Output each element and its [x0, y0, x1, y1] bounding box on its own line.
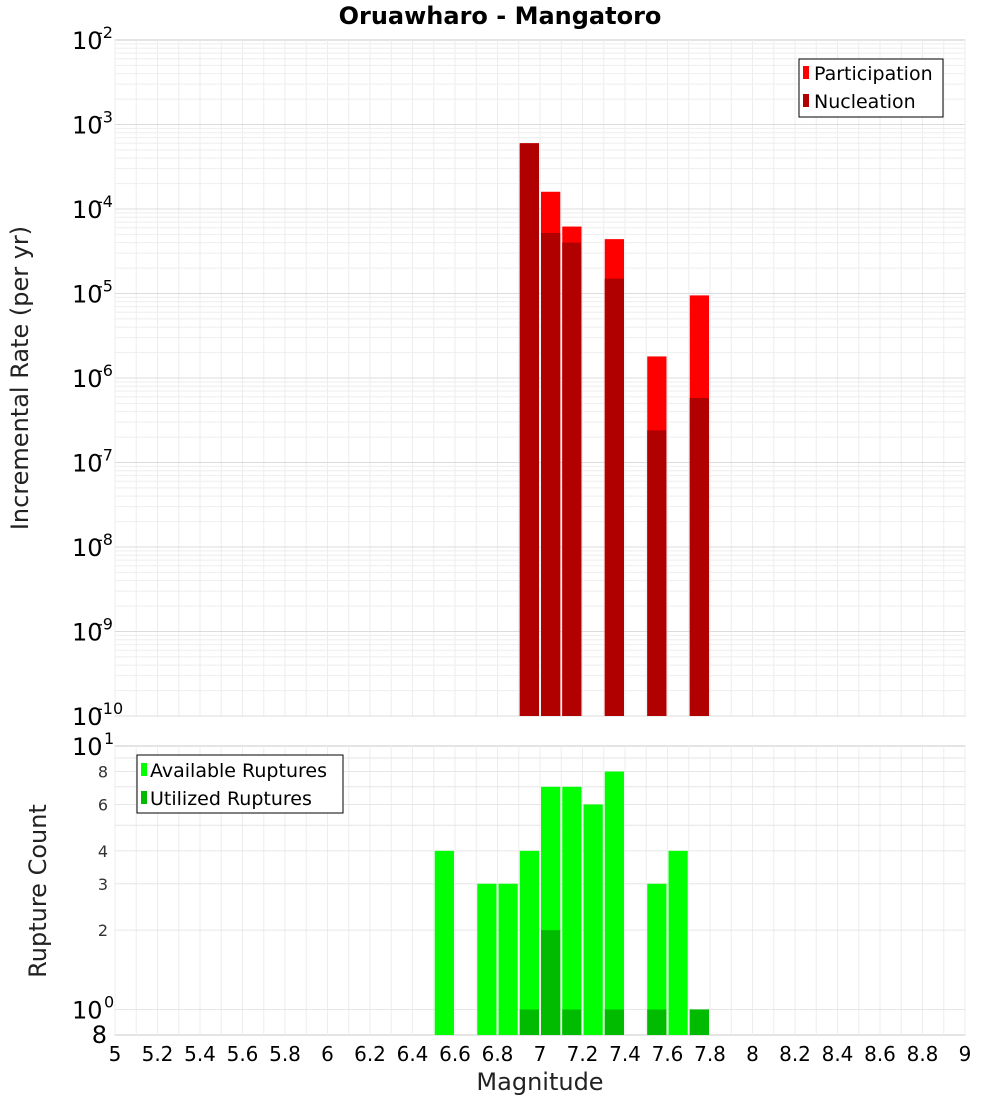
- x-tick-label: 7.2: [567, 1042, 599, 1066]
- legend-label-utilized: Utilized Ruptures: [150, 788, 312, 810]
- top-bar-nucleation: [604, 278, 624, 716]
- top-bar-nucleation: [562, 242, 582, 717]
- bottom-bar-available-ruptures: [562, 786, 582, 1035]
- bottom-legend-box: [136, 754, 344, 814]
- legend-swatch-available: [141, 763, 147, 776]
- x-tick-label: 8.8: [907, 1042, 939, 1066]
- x-tick-label: 6.2: [354, 1042, 386, 1066]
- bottom-bar-available-ruptures: [604, 771, 624, 1035]
- bottom-bars: [434, 771, 709, 1035]
- bottom-bar-available-ruptures: [647, 883, 667, 1035]
- x-tick-label: 5.2: [142, 1042, 174, 1066]
- top-y-tick-exp: -3: [97, 108, 113, 127]
- top-y-tick-base: 10: [72, 450, 103, 478]
- top-y-tick-base: 10: [72, 365, 103, 393]
- legend-label-nucleation: Nucleation: [814, 91, 916, 113]
- x-tick-label: 6: [321, 1042, 334, 1066]
- bottom-y-tick-minor: 3: [98, 875, 108, 894]
- x-tick-label: 8.2: [779, 1042, 811, 1066]
- bottom-y-tick-base: 10: [72, 733, 103, 761]
- x-tick-label: 8.4: [822, 1042, 854, 1066]
- x-tick-label: 7: [534, 1042, 547, 1066]
- x-tick-label: 6.4: [397, 1042, 429, 1066]
- bottom-bar-utilized-ruptures: [562, 1009, 582, 1035]
- x-tick-label: 6.8: [482, 1042, 514, 1066]
- bottom-bar-utilized-ruptures: [689, 1009, 709, 1035]
- top-y-tick-exp: -4: [97, 192, 113, 211]
- x-tick-label: 5.6: [227, 1042, 259, 1066]
- x-tick-label: 5: [109, 1042, 122, 1066]
- x-tick-label: 6.6: [439, 1042, 471, 1066]
- top-y-tick-base: 10: [72, 703, 103, 731]
- bottom-legend: Available Ruptures Utilized Ruptures: [136, 754, 344, 814]
- bottom-bar-available-ruptures: [668, 850, 688, 1035]
- bottom-bar-utilized-ruptures: [604, 1009, 624, 1035]
- top-bar-nucleation: [689, 397, 709, 716]
- top-y-tick-base: 10: [72, 196, 103, 224]
- top-y-tick-exp: -9: [97, 615, 113, 634]
- legend-label-available: Available Ruptures: [150, 760, 327, 782]
- x-tick-label: 7.6: [652, 1042, 684, 1066]
- bottom-y-tick-minor: 8: [98, 763, 108, 782]
- top-y-tick-exp: -10: [97, 699, 123, 718]
- bottom-bar-available-ruptures: [434, 850, 454, 1035]
- bottom-y-tick-minor: 2: [98, 921, 108, 940]
- x-tick-label: 5.4: [184, 1042, 216, 1066]
- bottom-y-axis-label: Rupture Count: [24, 804, 52, 978]
- bottom-bar-available-ruptures: [477, 883, 497, 1035]
- top-bars: [519, 143, 709, 717]
- bottom-bar-utilized-ruptures: [647, 1009, 667, 1035]
- legend-label-participation: Participation: [814, 63, 933, 85]
- top-y-tick-exp: -5: [97, 277, 113, 296]
- bottom-y-tick-base: 10: [72, 996, 103, 1024]
- top-y-tick-base: 10: [72, 534, 103, 562]
- bottom-bar-utilized-ruptures: [519, 1009, 539, 1035]
- bottom-bar-available-ruptures: [519, 850, 539, 1035]
- bottom-y-tick-exp: 1: [104, 729, 114, 748]
- x-tick-label: 8.6: [864, 1042, 896, 1066]
- top-legend-box: [798, 58, 944, 118]
- top-y-axis-label: Incremental Rate (per yr): [6, 226, 34, 530]
- x-tick-label: 9: [959, 1042, 972, 1066]
- top-legend: Participation Nucleation: [798, 58, 944, 118]
- bottom-y-tick-base: 8: [92, 1021, 107, 1049]
- x-tick-label: 7.4: [609, 1042, 641, 1066]
- top-y-tick-exp: -6: [97, 361, 113, 380]
- bottom-y-tick-minor: 6: [98, 795, 108, 814]
- top-y-tick-base: 10: [72, 27, 103, 55]
- x-tick-label: 8: [746, 1042, 759, 1066]
- bottom-y-tick-minor: 4: [98, 842, 108, 861]
- bottom-y-tick-exp: 0: [104, 992, 114, 1011]
- bottom-bar-available-ruptures: [583, 804, 603, 1035]
- x-axis-label: Magnitude: [476, 1068, 603, 1096]
- top-bar-nucleation: [541, 232, 561, 716]
- top-bar-nucleation: [647, 430, 667, 716]
- top-y-tick-base: 10: [72, 619, 103, 647]
- top-y-tick-base: 10: [72, 281, 103, 309]
- top-y-tick-exp: -8: [97, 530, 113, 549]
- bottom-bar-utilized-ruptures: [541, 930, 561, 1035]
- top-y-tick-exp: -2: [97, 23, 113, 42]
- top-y-tick-base: 10: [72, 112, 103, 140]
- x-ticks: 5 5.2 5.4 5.6 5.8 6 6.2 6.4 6.6 6.8 7 7.2 7.4 7.6 7.8 8…: [109, 1042, 972, 1066]
- top-y-tick-exp: -7: [97, 446, 113, 465]
- legend-swatch-utilized: [141, 791, 147, 804]
- bottom-bar-available-ruptures: [498, 883, 518, 1035]
- legend-swatch-participation: [803, 66, 809, 79]
- x-tick-label: 5.8: [269, 1042, 301, 1066]
- chart-title: Oruawharo - Mangatoro: [339, 2, 662, 30]
- top-bar-nucleation: [519, 143, 539, 716]
- x-tick-label: 7.8: [694, 1042, 726, 1066]
- legend-swatch-nucleation: [803, 94, 809, 107]
- top-grid: [114, 40, 966, 717]
